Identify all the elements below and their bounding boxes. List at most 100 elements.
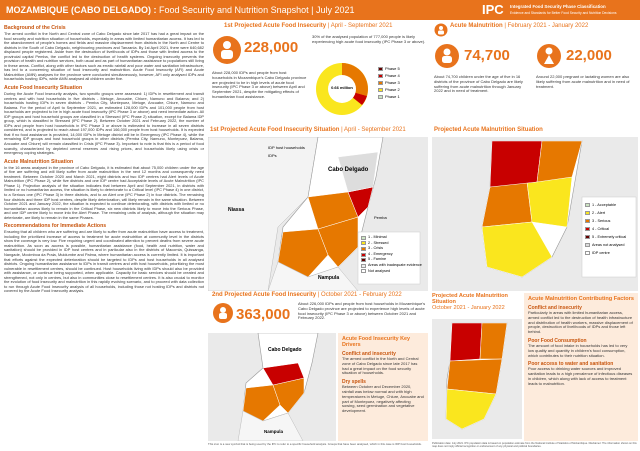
number: 74,700 (464, 47, 510, 64)
item-title: Conflict and insecurity (342, 351, 396, 357)
map-label: Niassa (228, 207, 245, 213)
legend-label: Not analysed (368, 268, 391, 273)
section-heading: Background of the Crisis (4, 25, 66, 31)
description: About 228,000 IDPs and people from host … (212, 70, 307, 99)
legend-label: Phase 5 (385, 66, 400, 71)
map-label: IDP host households (268, 145, 305, 150)
map (432, 319, 522, 439)
section-heading: Acute Food Insecurity Situation (4, 85, 83, 92)
description: About 74,700 children under the age of f… (434, 74, 523, 94)
header-title-line: MOZAMBIQUE (CABO DELGADO) : Food Securit… (6, 5, 354, 15)
legend-item: Phase 1 (378, 93, 400, 100)
legend-swatch (378, 73, 383, 78)
legend-label: 1 - Minimal (368, 235, 387, 239)
period: October 2021 - January 2022 (432, 305, 505, 311)
legend-item: 3 - Crisis (361, 246, 422, 252)
footer-credit: Publication date: July 2021. IPC populat… (432, 442, 637, 448)
legend-item: Areas not analysed (585, 241, 626, 249)
legend-item: Phase 2 (378, 86, 400, 93)
afi-first-block: 1st Projected Acute Food Insecurity | Ap… (208, 23, 428, 127)
pie-text: 30% of the analysed population of 777,00… (312, 34, 426, 44)
legend-swatch (585, 219, 590, 223)
pie (316, 63, 368, 115)
amn-block: Acute Malnutrition | February 2021 - Jan… (432, 23, 638, 127)
item-text: Poor access to drinking water sources an… (528, 366, 633, 386)
pie-legend: Phase 5 Phase 4 Phase 3 Phase 2 Phase 1 (378, 65, 400, 100)
number: 363,000 (236, 306, 291, 323)
legend-item: Phase 3 (378, 79, 400, 86)
logo-line1: Integrated Food Security Phase Classific… (510, 4, 606, 9)
afi-second-block: 2nd Projected Acute Food Insecurity | Oc… (208, 292, 428, 332)
heading: Acute Malnutrition Contributing Factors (528, 296, 634, 302)
legend-item: 2 - Stressed (361, 241, 422, 247)
legend-label: Phase 1 (385, 94, 400, 99)
item-title: Dry spells (342, 379, 366, 386)
legend-label: Phase 3 (385, 80, 400, 85)
heading: 1st Projected Acute Food Insecurity Situ… (210, 127, 340, 133)
child-icon (435, 44, 459, 68)
legend-swatch (378, 66, 383, 71)
map-legend: 1 - Acceptable 2 - Alert 3 - Serious 4 - Cr… (585, 201, 626, 257)
legend-swatch (378, 94, 383, 99)
logo-line2: Evidence and Standards for Better Food S… (510, 11, 617, 15)
map-second: Cabo Delgado Nampula (208, 332, 336, 442)
legend-swatch (585, 211, 590, 215)
legend-label: 5 - Extremely critical (592, 235, 627, 239)
pie-center: 0.66 million (331, 85, 353, 90)
legend-item: 5 - Famine (361, 257, 422, 263)
legend-item: 3 - Serious (585, 217, 626, 225)
map-label: Pemba (374, 215, 387, 220)
people-icon (213, 36, 241, 64)
number: 228,000 (244, 39, 299, 56)
legend-item: 5 - Extremely critical (585, 233, 626, 241)
legend-label: 4 - Critical (592, 227, 610, 231)
legend-swatch (585, 243, 590, 247)
legend-swatch (361, 235, 366, 240)
item-text: Between October and December 2020, rainf… (342, 384, 424, 414)
map (432, 137, 638, 291)
item-text: Particularly in areas with limited human… (528, 310, 633, 335)
period: | April - September 2021 (327, 23, 393, 29)
legend-swatch (361, 252, 366, 257)
section-text: The armed conflict in the North and Cent… (4, 31, 204, 82)
factors-box: Acute Malnutrition Contributing Factors … (524, 293, 638, 441)
heading: Acute Malnutrition (450, 23, 503, 29)
legend-label: 1 - Acceptable (592, 203, 617, 207)
legend-swatch (585, 203, 590, 207)
woman-icon (537, 44, 561, 68)
legend-item: 1 - Minimal (361, 235, 422, 241)
legend-swatch (378, 80, 383, 85)
legend-label: 2 - Alert (592, 211, 606, 215)
heading: 1st Projected Acute Food Insecurity (224, 23, 327, 29)
legend-label: 3 - Serious (592, 219, 611, 223)
section-text: Ensuring that all children who are suffe… (4, 229, 204, 294)
legend-swatch (361, 263, 366, 268)
map-label: Cabo Delgado (268, 347, 302, 353)
legend-label: 3 - Crisis (368, 246, 383, 251)
legend-swatch (361, 269, 366, 274)
item-title: Conflict and insecurity (528, 305, 582, 311)
title: Food Security and Nutrition Snapshot | J… (159, 5, 355, 15)
map-label: Nampula (264, 429, 284, 434)
legend-swatch (585, 235, 590, 239)
drivers-box: Acute Food Insecurity Key Drivers Confli… (338, 333, 428, 441)
legend-label: 2 - Stressed (368, 240, 389, 245)
legend-swatch (585, 227, 590, 231)
description: About 226,000 IDPs and people from host … (298, 301, 426, 321)
heading: 2nd Projected Acute Food Insecurity (212, 292, 317, 298)
legend-item: Phase 4 (378, 72, 400, 79)
map-legend: 1 - Minimal 2 - Stressed 3 - Crisis 4 - Eme… (361, 235, 422, 274)
legend-item: 4 - Critical (585, 225, 626, 233)
logo: IPC (482, 2, 504, 17)
legend-label: Areas with inadequate evidence (368, 262, 422, 267)
legend-swatch (361, 258, 366, 263)
legend-item: 1 - Acceptable (585, 201, 626, 209)
footer-note: This icon is a new symbol that is being … (208, 442, 422, 446)
period: | February 2021 - January 2022 (504, 23, 589, 29)
number: 22,000 (566, 47, 612, 64)
description: Around 22,000 pregnant or lactating wome… (536, 74, 630, 89)
people-icon (213, 303, 233, 323)
legend-swatch (361, 241, 366, 246)
left-column: Background of the Crisis The armed confli… (4, 22, 204, 440)
